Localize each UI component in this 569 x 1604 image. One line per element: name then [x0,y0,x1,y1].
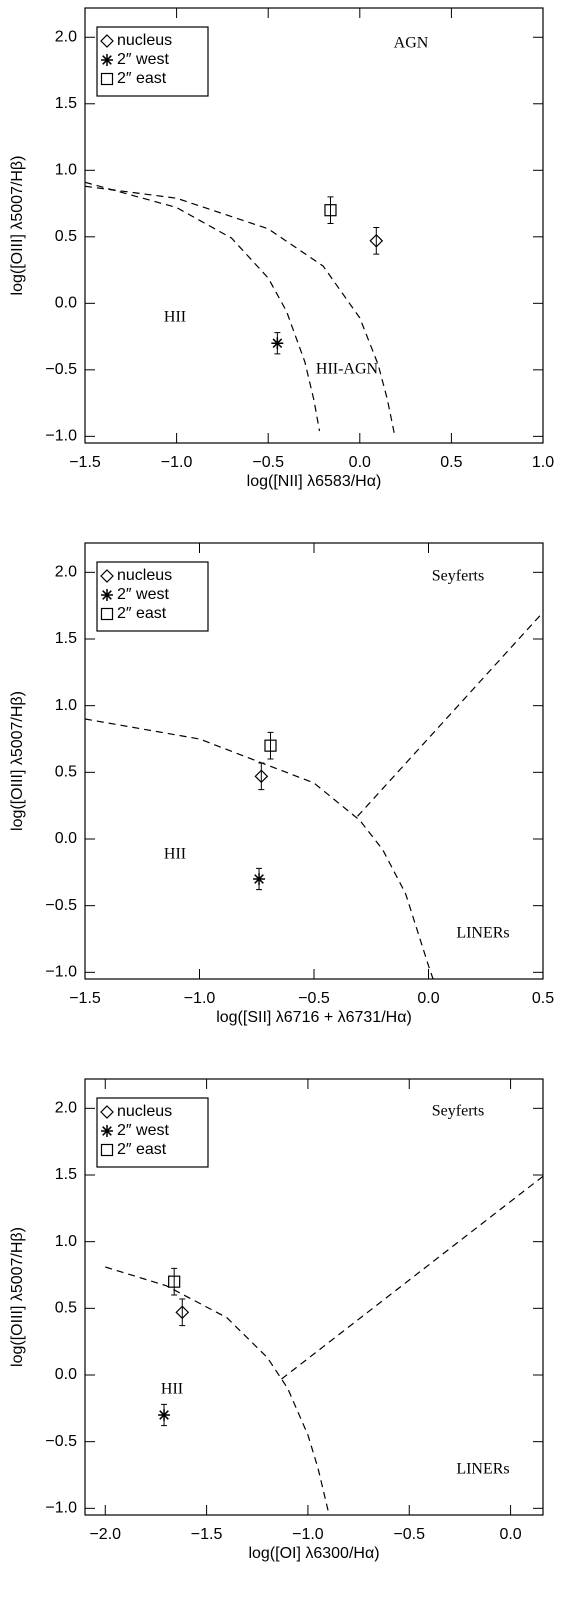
legend-label: nucleus [117,567,172,584]
boundary-curve [84,181,321,432]
legend-symbol [100,1143,114,1157]
legend-label: 2″ east [117,1141,167,1158]
x-tick-label: −0.5 [252,454,284,471]
asterisk-marker [253,873,266,885]
y-tick-label: 0.0 [55,830,77,847]
x-tick-label: 0.5 [440,454,462,471]
diamond-marker [175,1305,190,1320]
boundary-curve [105,1266,329,1512]
legend-symbol [101,589,113,601]
boundary-curve [84,185,396,436]
x-tick-label: 0.0 [417,990,439,1007]
y-tick-label: 0.0 [55,1366,77,1383]
legend-label: 2″ east [117,70,167,87]
legend-label: 2″ east [117,605,167,622]
y-axis-title: log([OIII] λ5007/Hβ) [9,156,26,296]
y-axis-title: log([OIII] λ5007/Hβ) [9,691,26,831]
legend-label: 2″ west [117,586,169,603]
x-tick-label: 0.0 [499,1526,521,1543]
region-label: LINERs [456,925,509,942]
y-tick-label: 2.0 [55,1100,77,1117]
y-tick-label: 1.0 [55,697,77,714]
x-tick-label: −0.5 [298,990,330,1007]
y-tick-label: 2.0 [55,28,77,45]
boundary-curve [281,1175,544,1380]
plot-frame [84,1078,544,1516]
square-marker [168,1275,181,1288]
x-axis-title: log([SII] λ6716 + λ6731/Hα) [216,1009,412,1026]
x-tick-label: −1.0 [161,454,193,471]
legend-box [96,26,209,97]
legend-label: 2″ west [117,1122,169,1139]
y-tick-label: 1.5 [55,95,77,112]
y-tick-label: −0.5 [45,361,77,378]
diamond-marker [369,233,384,248]
asterisk-marker [271,337,284,350]
error-bar [327,196,334,225]
legend-label: nucleus [117,32,172,49]
error-bar [171,1267,178,1296]
region-label: HII [164,309,186,326]
square-marker [264,739,277,752]
x-tick-label: −2.0 [89,1526,121,1543]
legend-label: 2″ west [117,51,169,68]
y-tick-label: −0.5 [45,897,77,914]
legend-symbol [100,34,114,48]
y-tick-label: 2.0 [55,564,77,581]
y-tick-label: 0.5 [55,1300,77,1317]
y-tick-label: 1.0 [55,162,77,179]
x-tick-label: −1.5 [69,454,101,471]
region-label: Seyferts [432,1103,484,1120]
x-axis-title: log([OI] λ6300/Hα) [248,1545,379,1562]
y-tick-label: −1.0 [45,428,77,445]
y-tick-label: 0.5 [55,764,77,781]
asterisk-marker [158,1409,171,1421]
y-tick-label: −1.0 [45,964,77,981]
x-tick-label: −1.5 [69,990,101,1007]
boundary-curve [357,611,544,817]
legend-symbol [100,569,114,583]
error-bar [258,762,265,791]
y-tick-label: 0.5 [55,228,77,245]
x-tick-label: 1.0 [532,454,554,471]
legend-label: nucleus [117,1103,172,1120]
legend-symbol [101,54,113,66]
y-tick-label: 1.5 [55,630,77,647]
legend-box [96,1097,209,1168]
x-tick-label: −1.0 [184,990,216,1007]
y-tick-label: 1.5 [55,1166,77,1183]
region-label: HII [164,846,186,863]
error-bar [373,226,380,255]
legend-box [96,561,209,632]
y-tick-label: −0.5 [45,1433,77,1450]
x-tick-label: −1.5 [191,1526,223,1543]
error-bar [267,731,274,760]
legend-symbol [100,72,114,86]
plot-frame [84,7,544,444]
legend-symbol [101,1125,113,1137]
region-label: HII [161,1381,183,1398]
error-bar [179,1298,186,1327]
x-axis-title: log([NII] λ6583/Hα) [247,473,382,490]
region-label: HII-AGN [316,361,379,378]
region-label: LINERs [456,1461,509,1478]
y-tick-label: 0.0 [55,295,77,312]
legend-symbol [100,607,114,621]
diamond-marker [254,769,269,784]
legend-symbol [100,1105,114,1119]
x-tick-label: 0.5 [532,990,554,1007]
region-label: Seyferts [432,568,484,585]
region-label: AGN [394,35,429,52]
boundary-curve [84,718,434,980]
y-tick-label: −1.0 [45,1500,77,1517]
x-tick-label: −0.5 [393,1526,425,1543]
x-tick-label: 0.0 [349,454,371,471]
square-marker [324,204,337,217]
x-tick-label: −1.0 [292,1526,324,1543]
y-tick-label: 1.0 [55,1233,77,1250]
y-axis-title: log([OIII] λ5007/Hβ) [9,1227,26,1367]
